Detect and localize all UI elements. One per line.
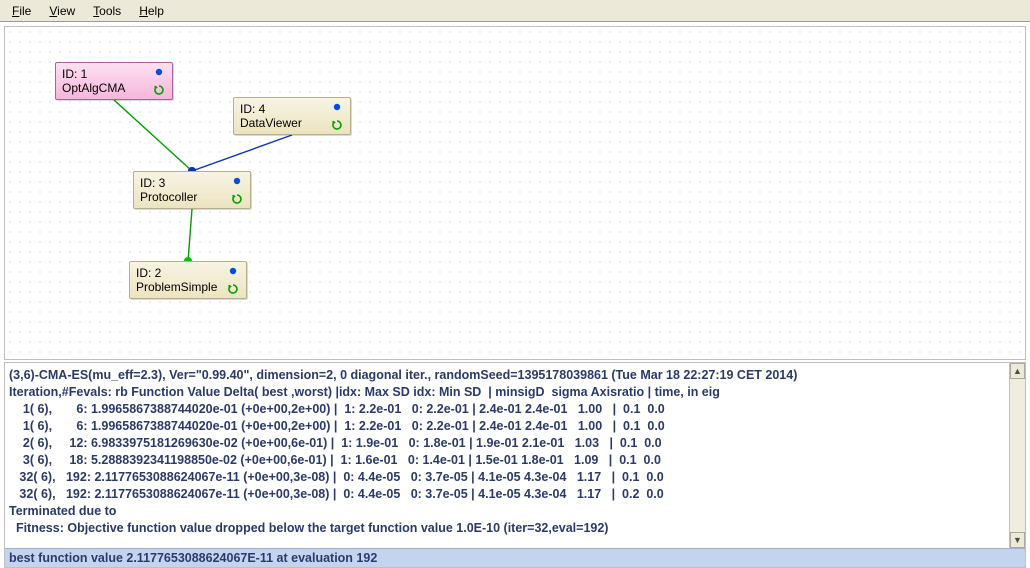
port-out-icon[interactable] bbox=[332, 102, 342, 112]
node-type-label: OptAlgCMA bbox=[62, 81, 146, 95]
console-line: Terminated due to bbox=[9, 503, 1001, 520]
node-id-label: ID: 2 bbox=[136, 266, 220, 280]
node-type-label: ProblemSimple bbox=[136, 280, 220, 294]
status-bar: best function value 2.1177653088624067E-… bbox=[5, 548, 1025, 567]
port-out-icon[interactable] bbox=[154, 67, 164, 77]
port-out-icon[interactable] bbox=[228, 266, 238, 276]
console-lines: (3,6)-CMA-ES(mu_eff=2.3), Ver="0.99.40",… bbox=[9, 367, 1019, 537]
menu-help[interactable]: Help bbox=[131, 2, 172, 20]
console-scrollbar[interactable]: ▲ ▼ bbox=[1009, 363, 1025, 548]
node-type-label: DataViewer bbox=[240, 116, 324, 130]
node-id-label: ID: 3 bbox=[140, 176, 224, 190]
node-optalgcma[interactable]: ID: 1OptAlgCMA bbox=[55, 62, 173, 100]
port-out-icon[interactable] bbox=[232, 176, 242, 186]
console-output: (3,6)-CMA-ES(mu_eff=2.3), Ver="0.99.40",… bbox=[5, 363, 1025, 548]
menu-view[interactable]: View bbox=[41, 2, 83, 20]
node-type-label: Protocoller bbox=[140, 190, 224, 204]
scroll-track[interactable] bbox=[1010, 379, 1025, 532]
menu-file[interactable]: File bbox=[4, 2, 39, 20]
graph-canvas[interactable]: ID: 1OptAlgCMA ID: 4DataViewer ID: 3Protoc… bbox=[4, 26, 1026, 360]
console-line: 32( 6), 192: 2.1177653088624067e-11 (+0e… bbox=[9, 469, 1001, 486]
node-protocoller[interactable]: ID: 3Protocoller bbox=[133, 171, 251, 209]
port-refresh-icon[interactable] bbox=[154, 85, 164, 95]
port-refresh-icon[interactable] bbox=[228, 284, 238, 294]
console-line: 3( 6), 18: 5.2888392341198850e-02 (+0e+0… bbox=[9, 452, 1001, 469]
menu-bar: File View Tools Help bbox=[0, 0, 1030, 22]
console-panel: (3,6)-CMA-ES(mu_eff=2.3), Ver="0.99.40",… bbox=[4, 362, 1026, 568]
node-dataviewer[interactable]: ID: 4DataViewer bbox=[233, 97, 351, 135]
console-line: 1( 6), 6: 1.9965867388744020e-01 (+0e+00… bbox=[9, 401, 1001, 418]
port-refresh-icon[interactable] bbox=[232, 194, 242, 204]
node-problemsimple[interactable]: ID: 2ProblemSimple bbox=[129, 261, 247, 299]
console-line: 32( 6), 192: 2.1177653088624067e-11 (+0e… bbox=[9, 486, 1001, 503]
menu-tools[interactable]: Tools bbox=[85, 2, 129, 20]
node-id-label: ID: 1 bbox=[62, 67, 146, 81]
console-line: 2( 6), 12: 6.9833975181269630e-02 (+0e+0… bbox=[9, 435, 1001, 452]
node-id-label: ID: 4 bbox=[240, 102, 324, 116]
console-line: 1( 6), 6: 1.9965867388744020e-01 (+0e+00… bbox=[9, 418, 1001, 435]
console-line: (3,6)-CMA-ES(mu_eff=2.3), Ver="0.99.40",… bbox=[9, 367, 1001, 384]
scroll-up-icon[interactable]: ▲ bbox=[1010, 363, 1025, 379]
console-line: Fitness: Objective function value droppe… bbox=[9, 520, 1001, 537]
console-line: Iteration,#Fevals: rb Function Value Del… bbox=[9, 384, 1001, 401]
port-refresh-icon[interactable] bbox=[332, 120, 342, 130]
scroll-down-icon[interactable]: ▼ bbox=[1010, 532, 1025, 548]
